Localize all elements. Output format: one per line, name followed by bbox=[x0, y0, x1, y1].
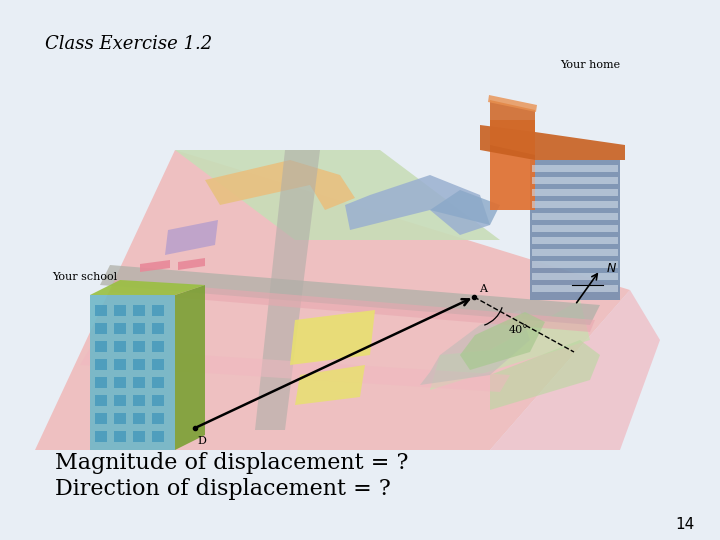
Polygon shape bbox=[255, 150, 320, 430]
Polygon shape bbox=[532, 273, 618, 280]
Polygon shape bbox=[133, 395, 145, 406]
Polygon shape bbox=[114, 305, 126, 316]
Polygon shape bbox=[90, 280, 205, 295]
Polygon shape bbox=[95, 305, 107, 316]
Text: Direction of displacement = ?: Direction of displacement = ? bbox=[55, 478, 391, 500]
Polygon shape bbox=[430, 300, 590, 390]
Polygon shape bbox=[95, 413, 107, 424]
Polygon shape bbox=[532, 177, 618, 184]
Polygon shape bbox=[295, 365, 365, 405]
Polygon shape bbox=[152, 413, 164, 424]
Polygon shape bbox=[490, 120, 535, 210]
Polygon shape bbox=[152, 323, 164, 334]
Polygon shape bbox=[133, 359, 145, 370]
Polygon shape bbox=[532, 165, 618, 172]
Polygon shape bbox=[114, 431, 126, 442]
Polygon shape bbox=[532, 225, 618, 232]
Polygon shape bbox=[175, 285, 205, 450]
Polygon shape bbox=[140, 260, 170, 272]
Polygon shape bbox=[152, 395, 164, 406]
Polygon shape bbox=[175, 150, 500, 240]
Polygon shape bbox=[460, 312, 545, 370]
Polygon shape bbox=[114, 395, 126, 406]
Polygon shape bbox=[110, 280, 595, 332]
Polygon shape bbox=[95, 377, 107, 388]
Polygon shape bbox=[95, 341, 107, 352]
Text: Your home: Your home bbox=[560, 60, 620, 70]
Text: Your school: Your school bbox=[52, 272, 117, 282]
Polygon shape bbox=[133, 377, 145, 388]
Polygon shape bbox=[100, 265, 600, 325]
Polygon shape bbox=[114, 413, 126, 424]
Polygon shape bbox=[114, 323, 126, 334]
Polygon shape bbox=[80, 348, 510, 392]
Polygon shape bbox=[114, 341, 126, 352]
Polygon shape bbox=[35, 150, 630, 450]
Text: N: N bbox=[607, 261, 616, 274]
Polygon shape bbox=[532, 261, 618, 268]
Polygon shape bbox=[114, 359, 126, 370]
Polygon shape bbox=[345, 175, 490, 235]
Text: Class Exercise 1.2: Class Exercise 1.2 bbox=[45, 35, 212, 53]
Polygon shape bbox=[532, 249, 618, 256]
Polygon shape bbox=[133, 341, 145, 352]
Polygon shape bbox=[532, 237, 618, 244]
Polygon shape bbox=[488, 95, 537, 112]
Text: D: D bbox=[197, 436, 206, 446]
Polygon shape bbox=[152, 431, 164, 442]
Polygon shape bbox=[290, 310, 375, 365]
Polygon shape bbox=[114, 377, 126, 388]
Polygon shape bbox=[152, 341, 164, 352]
Polygon shape bbox=[133, 305, 145, 316]
Text: 40°: 40° bbox=[509, 325, 528, 335]
Polygon shape bbox=[490, 340, 600, 410]
Polygon shape bbox=[205, 160, 355, 210]
Polygon shape bbox=[133, 323, 145, 334]
Polygon shape bbox=[490, 100, 535, 155]
Polygon shape bbox=[95, 359, 107, 370]
Polygon shape bbox=[152, 377, 164, 388]
Text: 14: 14 bbox=[676, 517, 695, 532]
Polygon shape bbox=[532, 213, 618, 220]
Polygon shape bbox=[152, 359, 164, 370]
Polygon shape bbox=[152, 305, 164, 316]
Polygon shape bbox=[532, 285, 618, 292]
Polygon shape bbox=[532, 189, 618, 196]
Polygon shape bbox=[133, 413, 145, 424]
Polygon shape bbox=[490, 290, 660, 450]
Polygon shape bbox=[178, 258, 205, 270]
Polygon shape bbox=[165, 220, 218, 255]
Polygon shape bbox=[480, 125, 625, 160]
Text: A: A bbox=[479, 284, 487, 294]
Polygon shape bbox=[430, 190, 500, 225]
Polygon shape bbox=[95, 431, 107, 442]
Polygon shape bbox=[133, 431, 145, 442]
Polygon shape bbox=[95, 395, 107, 406]
Polygon shape bbox=[532, 201, 618, 208]
Polygon shape bbox=[95, 323, 107, 334]
Polygon shape bbox=[90, 295, 175, 450]
Polygon shape bbox=[530, 160, 620, 300]
Text: Magnitude of displacement = ?: Magnitude of displacement = ? bbox=[55, 452, 408, 474]
Polygon shape bbox=[420, 310, 530, 385]
